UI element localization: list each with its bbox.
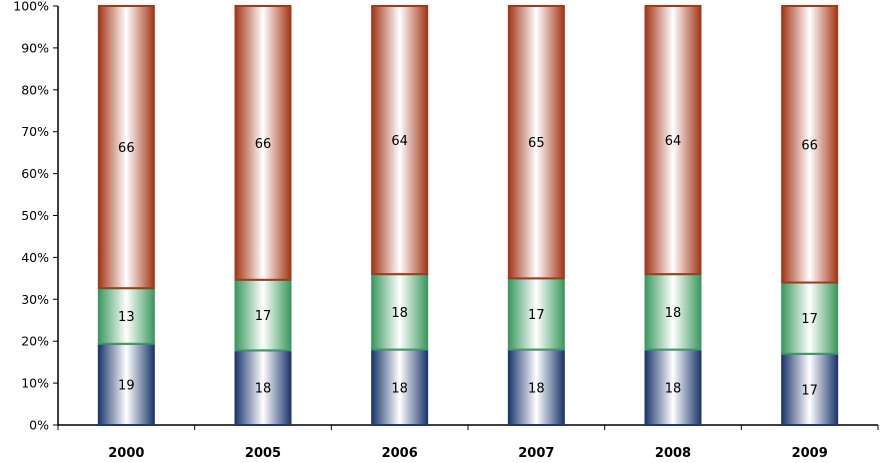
y-tick-label: 40% <box>21 250 49 265</box>
data-label: 64 <box>391 134 408 149</box>
data-label: 66 <box>118 141 135 156</box>
x-tick-label: 2005 <box>245 446 281 459</box>
y-tick-label: 80% <box>21 82 49 97</box>
bar-segment <box>97 342 155 427</box>
y-axis: 0% 10% 20% 30% 40% 50% 60% 70% 80% 90% 100% <box>13 0 59 433</box>
bar-segment <box>781 5 839 284</box>
data-label: 17 <box>528 308 545 323</box>
y-tick-label: 60% <box>21 166 49 181</box>
y-tick-label: 30% <box>21 292 49 307</box>
bar-segment <box>371 348 429 426</box>
data-label: 17 <box>801 383 818 398</box>
bar-segment <box>234 278 292 352</box>
y-tick-label: 90% <box>21 40 49 55</box>
bar-segment <box>97 287 155 345</box>
data-label: 66 <box>255 137 272 152</box>
bar-segment <box>507 5 565 280</box>
data-label: 65 <box>528 136 545 151</box>
bar-segment <box>644 5 702 276</box>
data-label: 18 <box>391 306 408 321</box>
x-tick-label: 2007 <box>518 446 554 459</box>
x-tick-label: 2008 <box>655 446 691 459</box>
bar-segment <box>507 277 565 351</box>
data-label: 66 <box>801 138 818 153</box>
data-label: 18 <box>665 306 682 321</box>
y-tick-label: 10% <box>21 376 49 391</box>
bar-segment <box>371 273 429 351</box>
x-tick-label: 2009 <box>792 446 828 459</box>
y-tick-label: 0% <box>29 418 49 433</box>
bar-segment <box>234 349 292 426</box>
bar-segment <box>781 281 839 355</box>
data-label: 64 <box>665 134 682 149</box>
bar-segment <box>97 5 155 290</box>
bar-segment <box>507 348 565 426</box>
x-tick-label: 2000 <box>108 446 144 459</box>
y-tick-label: 70% <box>21 124 49 139</box>
data-label: 18 <box>528 381 545 396</box>
bar-segment <box>371 5 429 276</box>
bar-segment <box>644 348 702 426</box>
data-label: 18 <box>391 381 408 396</box>
y-tick-label: 50% <box>21 208 49 223</box>
bar-segment <box>234 5 292 281</box>
data-label: 13 <box>118 310 135 325</box>
data-label: 17 <box>255 309 272 324</box>
data-label: 18 <box>665 381 682 396</box>
data-label: 18 <box>255 382 272 397</box>
data-label: 19 <box>118 378 135 393</box>
bar-segment <box>644 273 702 351</box>
x-axis: 2000 2005 2006 2007 2008 2009 <box>57 424 879 461</box>
data-label: 17 <box>801 312 818 327</box>
y-tick-label: 20% <box>21 334 49 349</box>
x-tick-label: 2006 <box>382 446 418 459</box>
bars: 19 13 66 18 17 66 18 18 64 18 17 65 18 18 64 17 17 66 <box>97 5 839 427</box>
y-tick-label: 100% <box>13 0 49 14</box>
